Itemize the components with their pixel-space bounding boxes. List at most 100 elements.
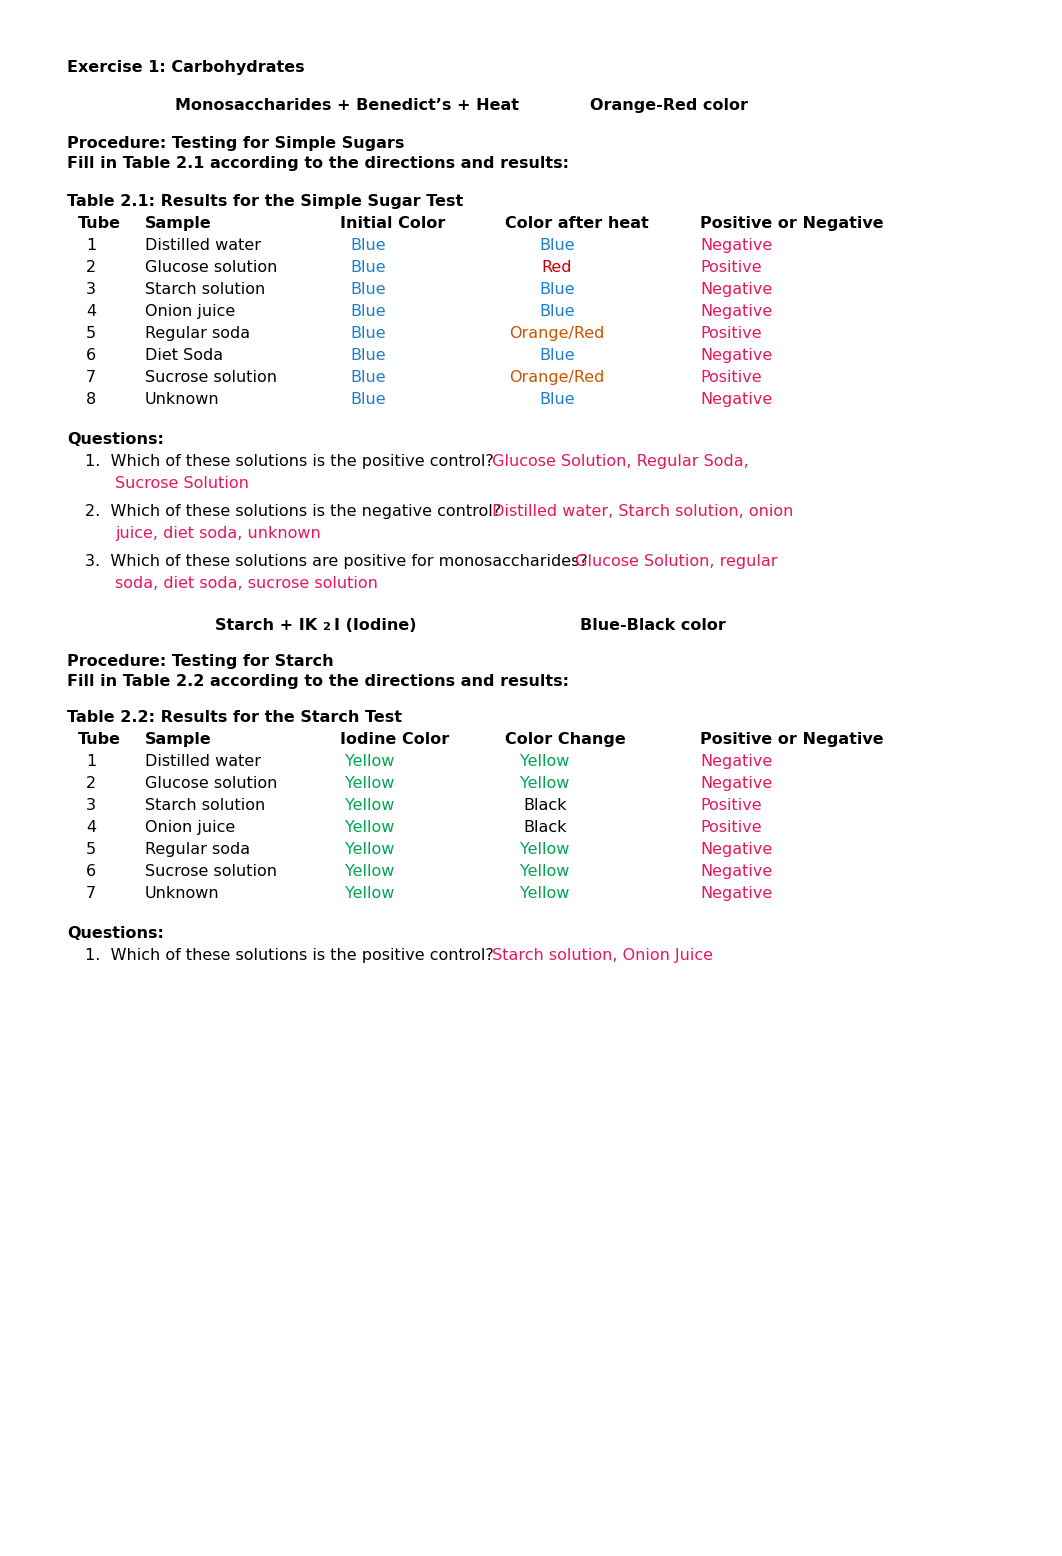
Text: soda, diet soda, sucrose solution: soda, diet soda, sucrose solution	[115, 576, 378, 591]
Text: Yellow: Yellow	[345, 820, 395, 836]
Text: Yellow: Yellow	[520, 755, 569, 769]
Text: Blue: Blue	[350, 370, 386, 384]
Text: Positive: Positive	[700, 370, 761, 384]
Text: Positive or Negative: Positive or Negative	[700, 216, 884, 230]
Text: Regular soda: Regular soda	[145, 842, 251, 857]
Text: Sucrose solution: Sucrose solution	[145, 864, 277, 879]
Text: Sucrose solution: Sucrose solution	[145, 370, 277, 384]
Text: Blue: Blue	[350, 392, 386, 408]
Text: Positive: Positive	[700, 260, 761, 275]
Text: 7: 7	[86, 885, 96, 901]
Text: Glucose solution: Glucose solution	[145, 260, 277, 275]
Text: Fill in Table 2.2 according to the directions and results:: Fill in Table 2.2 according to the direc…	[67, 674, 569, 689]
Text: Exercise 1: Carbohydrates: Exercise 1: Carbohydrates	[67, 61, 305, 75]
Text: juice, diet soda, unknown: juice, diet soda, unknown	[115, 526, 321, 541]
Text: 4: 4	[86, 303, 96, 319]
Text: Fill in Table 2.1 according to the directions and results:: Fill in Table 2.1 according to the direc…	[67, 156, 569, 171]
Text: Blue: Blue	[539, 238, 575, 254]
Text: Distilled water: Distilled water	[145, 755, 261, 769]
Text: Orange/Red: Orange/Red	[510, 327, 604, 341]
Text: Blue: Blue	[539, 282, 575, 297]
Text: Blue: Blue	[350, 282, 386, 297]
Text: Orange-Red color: Orange-Red color	[590, 98, 748, 114]
Text: Yellow: Yellow	[345, 776, 395, 790]
Text: Glucose Solution, regular: Glucose Solution, regular	[570, 554, 777, 569]
Text: Starch solution, Onion Juice: Starch solution, Onion Juice	[487, 948, 713, 963]
Text: Onion juice: Onion juice	[145, 820, 236, 836]
Text: Positive or Negative: Positive or Negative	[700, 731, 884, 747]
Text: Yellow: Yellow	[520, 885, 569, 901]
Text: Negative: Negative	[700, 303, 772, 319]
Text: Positive: Positive	[700, 327, 761, 341]
Text: Negative: Negative	[700, 776, 772, 790]
Text: Tube: Tube	[78, 731, 121, 747]
Text: 3: 3	[86, 282, 96, 297]
Text: Negative: Negative	[700, 885, 772, 901]
Text: Yellow: Yellow	[345, 885, 395, 901]
Text: 5: 5	[86, 327, 96, 341]
Text: Questions:: Questions:	[67, 926, 164, 941]
Text: Negative: Negative	[700, 282, 772, 297]
Text: Negative: Negative	[700, 349, 772, 363]
Text: Blue: Blue	[539, 349, 575, 363]
Text: 2: 2	[322, 622, 330, 632]
Text: Negative: Negative	[700, 238, 772, 254]
Text: Negative: Negative	[700, 392, 772, 408]
Text: 2: 2	[86, 260, 96, 275]
Text: Table 2.2: Results for the Starch Test: Table 2.2: Results for the Starch Test	[67, 710, 402, 725]
Text: Orange/Red: Orange/Red	[510, 370, 604, 384]
Text: 1.  Which of these solutions is the positive control?: 1. Which of these solutions is the posit…	[85, 454, 494, 468]
Text: 2.  Which of these solutions is the negative control?: 2. Which of these solutions is the negat…	[85, 504, 501, 520]
Text: Onion juice: Onion juice	[145, 303, 236, 319]
Text: Questions:: Questions:	[67, 433, 164, 447]
Text: Yellow: Yellow	[520, 864, 569, 879]
Text: Glucose solution: Glucose solution	[145, 776, 277, 790]
Text: Tube: Tube	[78, 216, 121, 230]
Text: Yellow: Yellow	[345, 798, 395, 812]
Text: Yellow: Yellow	[345, 755, 395, 769]
Text: 8: 8	[86, 392, 96, 408]
Text: Negative: Negative	[700, 755, 772, 769]
Text: Positive: Positive	[700, 798, 761, 812]
Text: Regular soda: Regular soda	[145, 327, 251, 341]
Text: Color after heat: Color after heat	[506, 216, 649, 230]
Text: Blue: Blue	[539, 392, 575, 408]
Text: Blue: Blue	[350, 349, 386, 363]
Text: Positive: Positive	[700, 820, 761, 836]
Text: 1: 1	[86, 238, 96, 254]
Text: Monosaccharides + Benedict’s + Heat: Monosaccharides + Benedict’s + Heat	[175, 98, 519, 114]
Text: Distilled water: Distilled water	[145, 238, 261, 254]
Text: Initial Color: Initial Color	[340, 216, 445, 230]
Text: Blue: Blue	[539, 303, 575, 319]
Text: Blue: Blue	[350, 303, 386, 319]
Text: 7: 7	[86, 370, 96, 384]
Text: 6: 6	[86, 349, 96, 363]
Text: Iodine Color: Iodine Color	[340, 731, 449, 747]
Text: Distilled water, Starch solution, onion: Distilled water, Starch solution, onion	[487, 504, 793, 520]
Text: Blue: Blue	[350, 238, 386, 254]
Text: Yellow: Yellow	[520, 776, 569, 790]
Text: Glucose Solution, Regular Soda,: Glucose Solution, Regular Soda,	[487, 454, 749, 468]
Text: Starch + IK: Starch + IK	[215, 618, 318, 633]
Text: Red: Red	[542, 260, 572, 275]
Text: 6: 6	[86, 864, 96, 879]
Text: Sample: Sample	[145, 216, 211, 230]
Text: Negative: Negative	[700, 864, 772, 879]
Text: Negative: Negative	[700, 842, 772, 857]
Text: Black: Black	[524, 820, 567, 836]
Text: I (Iodine): I (Iodine)	[335, 618, 416, 633]
Text: Yellow: Yellow	[345, 864, 395, 879]
Text: Blue: Blue	[350, 327, 386, 341]
Text: Color Change: Color Change	[506, 731, 626, 747]
Text: Sucrose Solution: Sucrose Solution	[115, 476, 249, 492]
Text: Yellow: Yellow	[520, 842, 569, 857]
Text: Procedure: Testing for Simple Sugars: Procedure: Testing for Simple Sugars	[67, 135, 405, 151]
Text: Table 2.1: Results for the Simple Sugar Test: Table 2.1: Results for the Simple Sugar …	[67, 194, 463, 209]
Text: 1: 1	[86, 755, 96, 769]
Text: Starch solution: Starch solution	[145, 798, 266, 812]
Text: Sample: Sample	[145, 731, 211, 747]
Text: Procedure: Testing for Starch: Procedure: Testing for Starch	[67, 654, 333, 669]
Text: Blue: Blue	[350, 260, 386, 275]
Text: Diet Soda: Diet Soda	[145, 349, 223, 363]
Text: Blue-Black color: Blue-Black color	[580, 618, 725, 633]
